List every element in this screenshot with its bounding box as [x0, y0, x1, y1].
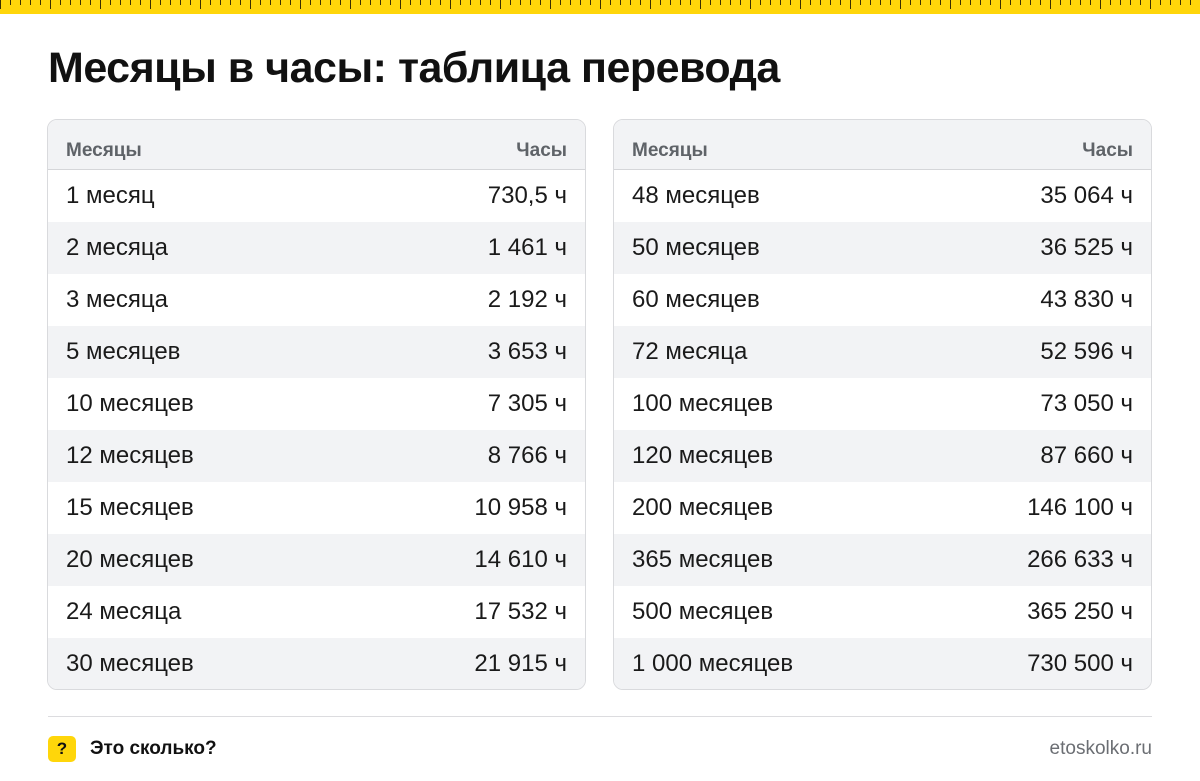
table-row: 20 месяцев 14 610 ч — [48, 534, 585, 586]
hours-cell: 266 633 ч — [1027, 546, 1133, 573]
hours-cell: 73 050 ч — [1040, 390, 1133, 417]
hours-cell: 10 958 ч — [474, 494, 567, 521]
table-header: Месяцы Часы — [614, 120, 1151, 170]
months-cell: 48 месяцев — [632, 182, 760, 209]
site-link[interactable]: etoskolko.ru — [1049, 738, 1152, 759]
table-row: 60 месяцев 43 830 ч — [614, 274, 1151, 326]
hours-cell: 17 532 ч — [474, 598, 567, 625]
table-row: 1 месяц 730,5 ч — [48, 170, 585, 222]
table-row: 30 месяцев 21 915 ч — [48, 638, 585, 689]
hours-cell: 35 064 ч — [1040, 182, 1133, 209]
table-header: Месяцы Часы — [48, 120, 585, 170]
table-row: 500 месяцев 365 250 ч — [614, 586, 1151, 638]
table-row: 1 000 месяцев 730 500 ч — [614, 638, 1151, 689]
hours-cell: 8 766 ч — [487, 442, 567, 469]
table-row: 100 месяцев 73 050 ч — [614, 378, 1151, 430]
header-hours: Часы — [1082, 140, 1133, 161]
months-cell: 24 месяца — [66, 598, 182, 625]
hours-cell: 7 305 ч — [487, 390, 567, 417]
months-cell: 1 месяц — [66, 182, 155, 209]
table-right: Месяцы Часы 48 месяцев 35 064 ч 50 месяце… — [613, 119, 1152, 690]
hours-cell: 730,5 ч — [487, 182, 567, 209]
question-mark-icon: ? — [48, 736, 76, 762]
months-cell: 5 месяцев — [66, 338, 181, 365]
hours-cell: 365 250 ч — [1027, 598, 1133, 625]
months-cell: 200 месяцев — [632, 494, 774, 521]
months-cell: 30 месяцев — [66, 650, 194, 677]
hours-cell: 146 100 ч — [1027, 494, 1133, 521]
hours-cell: 730 500 ч — [1027, 650, 1133, 677]
months-cell: 20 месяцев — [66, 546, 194, 573]
table-row: 12 месяцев 8 766 ч — [48, 430, 585, 482]
months-cell: 500 месяцев — [632, 598, 774, 625]
table-row: 120 месяцев 87 660 ч — [614, 430, 1151, 482]
months-cell: 365 месяцев — [632, 546, 774, 573]
hours-cell: 43 830 ч — [1040, 286, 1133, 313]
table-row: 15 месяцев 10 958 ч — [48, 482, 585, 534]
page-title: Месяцы в часы: таблица перевода — [48, 44, 780, 92]
footer-divider — [48, 716, 1152, 717]
header-months: Месяцы — [66, 140, 142, 161]
table-row: 10 месяцев 7 305 ч — [48, 378, 585, 430]
months-cell: 3 месяца — [66, 286, 168, 313]
table-row: 48 месяцев 35 064 ч — [614, 170, 1151, 222]
hours-cell: 1 461 ч — [487, 234, 567, 261]
months-cell: 12 месяцев — [66, 442, 194, 469]
months-cell: 10 месяцев — [66, 390, 194, 417]
header-hours: Часы — [516, 140, 567, 161]
hours-cell: 3 653 ч — [487, 338, 567, 365]
hours-cell: 14 610 ч — [474, 546, 567, 573]
months-cell: 50 месяцев — [632, 234, 760, 261]
months-cell: 2 месяца — [66, 234, 168, 261]
months-cell: 15 месяцев — [66, 494, 194, 521]
months-cell: 1 000 месяцев — [632, 650, 794, 677]
months-cell: 100 месяцев — [632, 390, 774, 417]
months-cell: 60 месяцев — [632, 286, 760, 313]
hours-cell: 21 915 ч — [474, 650, 567, 677]
table-row: 24 месяца 17 532 ч — [48, 586, 585, 638]
months-cell: 72 месяца — [632, 338, 748, 365]
months-cell: 120 месяцев — [632, 442, 774, 469]
header-months: Месяцы — [632, 140, 708, 161]
footer-brand[interactable]: ? Это сколько? — [48, 736, 217, 762]
hours-cell: 2 192 ч — [487, 286, 567, 313]
hours-cell: 87 660 ч — [1040, 442, 1133, 469]
table-row: 365 месяцев 266 633 ч — [614, 534, 1151, 586]
table-row: 3 месяца 2 192 ч — [48, 274, 585, 326]
hours-cell: 36 525 ч — [1040, 234, 1133, 261]
table-row: 2 месяца 1 461 ч — [48, 222, 585, 274]
table-left: Месяцы Часы 1 месяц 730,5 ч 2 месяца 1 461… — [47, 119, 586, 690]
table-row: 72 месяца 52 596 ч — [614, 326, 1151, 378]
hours-cell: 52 596 ч — [1040, 338, 1133, 365]
brand-name: Это сколько? — [90, 738, 217, 759]
table-row: 200 месяцев 146 100 ч — [614, 482, 1151, 534]
table-row: 5 месяцев 3 653 ч — [48, 326, 585, 378]
table-row: 50 месяцев 36 525 ч — [614, 222, 1151, 274]
ruler-strip — [0, 0, 1200, 14]
